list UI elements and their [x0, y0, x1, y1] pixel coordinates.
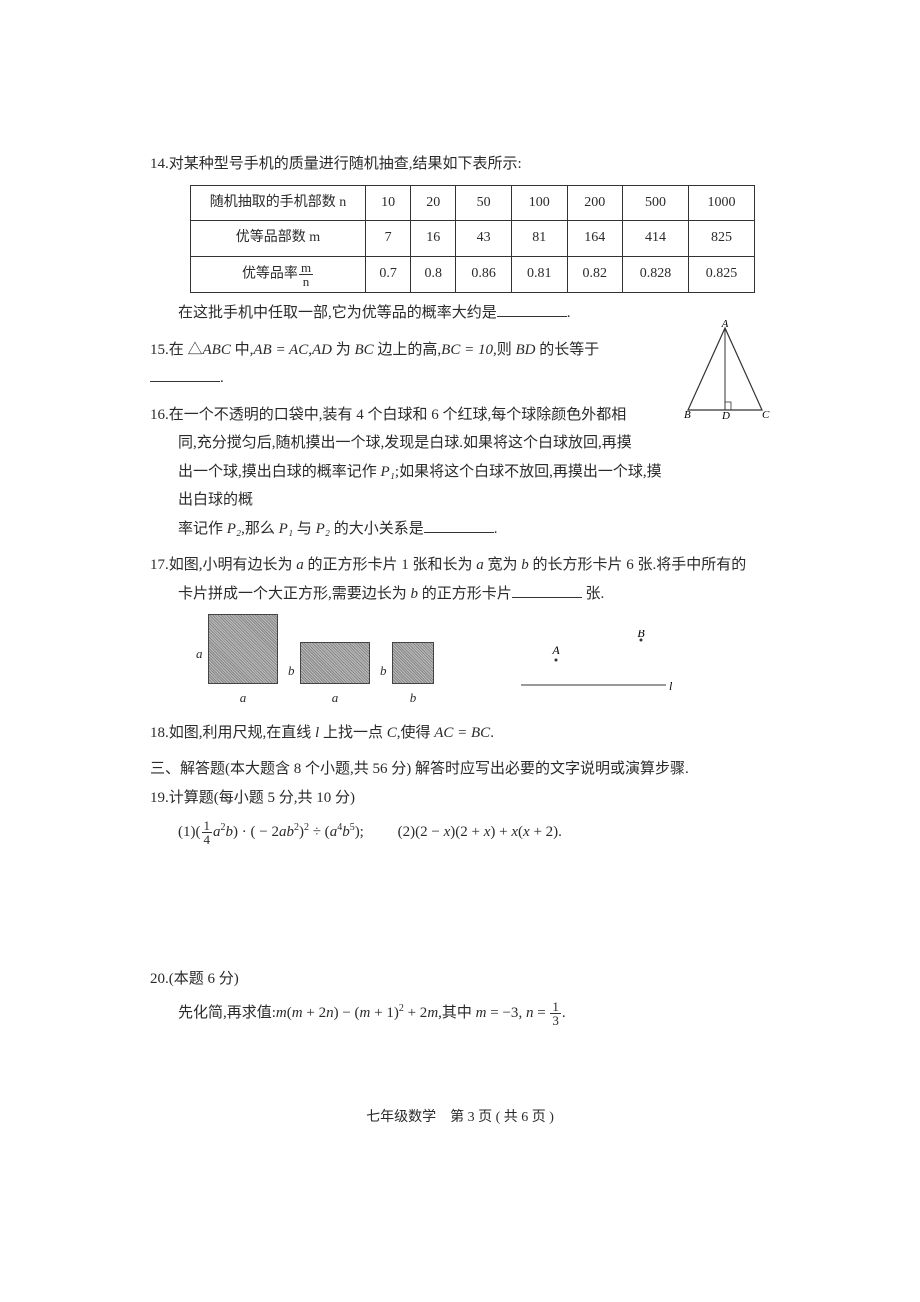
q14-after: 在这批手机中任取一部,它为优等品的概率大约是.	[150, 299, 770, 328]
blank	[150, 367, 220, 382]
question-17: 17.如图,小明有边长为 a 的正方形卡片 1 张和长为 a 宽为 b 的长方形…	[150, 551, 770, 711]
q14-table: 随机抽取的手机部数 n 10 20 50 100 200 500 1000 优等…	[190, 185, 755, 294]
question-15: 15.在 △ABC 中,AB = AC,AD 为 BC 边上的高,BC = 10…	[150, 336, 770, 393]
question-18: 18.如图,利用尺规,在直线 l 上找一点 C,使得 AC = BC.	[150, 719, 770, 748]
svg-text:C: C	[762, 409, 770, 420]
svg-text:D: D	[721, 410, 730, 420]
q14-row2-label: 优等品部数 m	[191, 221, 366, 257]
q18-line-figure: A B l	[516, 630, 676, 711]
svg-text:B: B	[684, 409, 691, 420]
blank	[424, 518, 494, 533]
svg-text:A: A	[721, 320, 729, 330]
svg-text:B: B	[637, 630, 645, 640]
q14-number: 14.	[150, 156, 169, 172]
q17-cards-figure: a a b a b b A B l	[208, 614, 770, 711]
q14-intro: 对某种型号手机的质量进行随机抽查,结果如下表所示:	[169, 156, 522, 172]
q14-row3-label: 优等品率mn	[191, 256, 366, 292]
blank	[512, 583, 582, 598]
svg-text:l: l	[669, 679, 673, 693]
question-14: 14.对某种型号手机的质量进行随机抽查,结果如下表所示: 随机抽取的手机部数 n…	[150, 150, 770, 328]
svg-text:A: A	[551, 643, 560, 657]
question-16: 16.在一个不透明的口袋中,装有 4 个白球和 6 个红球,每个球除颜色外都相 …	[150, 401, 770, 544]
q15-triangle-figure: A B D C	[680, 320, 770, 420]
question-19: 19.计算题(每小题 5 分,共 10 分) (1)(14a2b) · ( − …	[150, 784, 770, 847]
question-20: 20.(本题 6 分) 先化简,再求值:m(m + 2n) − (m + 1)2…	[150, 965, 770, 1028]
q14-row1-label: 随机抽取的手机部数 n	[191, 185, 366, 221]
page-footer: 七年级数学 第 3 页 ( 共 6 页 )	[0, 1105, 920, 1132]
section-3-header: 三、解答题(本大题含 8 个小题,共 56 分) 解答时应写出必要的文字说明或演…	[150, 755, 770, 784]
blank	[497, 302, 567, 317]
